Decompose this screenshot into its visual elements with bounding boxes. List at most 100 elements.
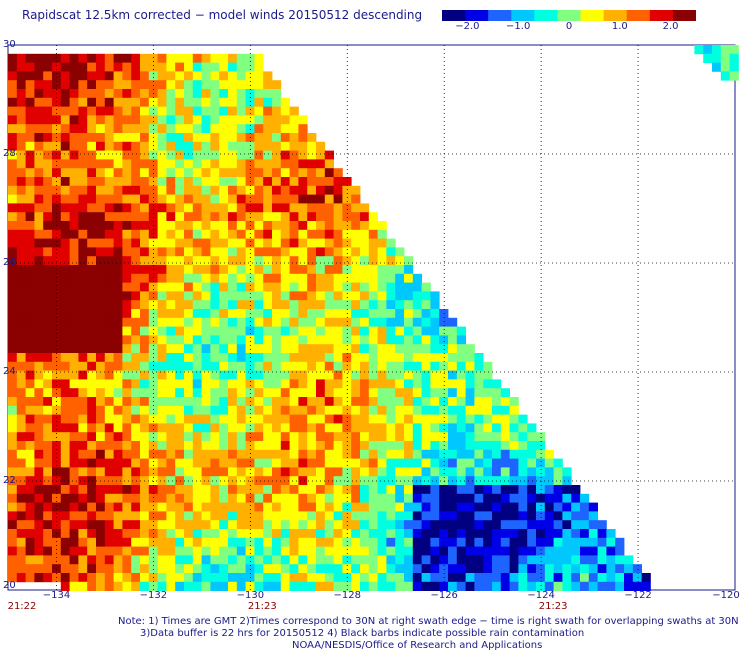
wind-difference-cell bbox=[96, 441, 106, 451]
wind-difference-cell bbox=[175, 423, 185, 433]
wind-difference-cell bbox=[228, 309, 238, 319]
wind-difference-cell bbox=[236, 124, 246, 134]
wind-difference-cell bbox=[43, 124, 53, 134]
wind-difference-cell bbox=[254, 291, 264, 301]
wind-difference-cell bbox=[25, 397, 35, 407]
wind-difference-cell bbox=[298, 502, 308, 512]
wind-difference-cell bbox=[404, 265, 414, 275]
wind-difference-cell bbox=[8, 80, 18, 90]
wind-difference-cell bbox=[430, 344, 440, 354]
wind-difference-cell bbox=[122, 326, 132, 336]
wind-difference-cell bbox=[316, 194, 326, 204]
wind-difference-cell bbox=[377, 353, 387, 363]
wind-difference-cell bbox=[360, 573, 370, 583]
wind-difference-cell bbox=[483, 423, 493, 433]
wind-difference-cell bbox=[34, 432, 44, 442]
wind-difference-cell bbox=[527, 529, 537, 539]
wind-difference-cell bbox=[395, 546, 405, 556]
wind-difference-cell bbox=[307, 361, 317, 371]
wind-difference-cell bbox=[377, 546, 387, 556]
wind-difference-cell bbox=[104, 344, 114, 354]
wind-difference-cell bbox=[280, 300, 290, 310]
wind-difference-cell bbox=[307, 168, 317, 178]
latitude-label: 20 bbox=[3, 580, 16, 591]
wind-difference-cell bbox=[60, 265, 70, 275]
wind-difference-cell bbox=[448, 573, 458, 583]
wind-difference-cell bbox=[245, 361, 255, 371]
wind-difference-cell bbox=[571, 502, 581, 512]
wind-difference-cell bbox=[60, 89, 70, 99]
wind-difference-cell bbox=[60, 71, 70, 81]
wind-difference-cell bbox=[96, 203, 106, 213]
wind-difference-cell bbox=[324, 423, 334, 433]
wind-difference-cell bbox=[140, 141, 150, 151]
wind-difference-cell bbox=[333, 520, 343, 530]
wind-difference-cell bbox=[113, 97, 123, 107]
wind-difference-cell bbox=[60, 229, 70, 239]
wind-difference-cell bbox=[562, 485, 572, 495]
wind-difference-cell bbox=[219, 476, 229, 486]
wind-difference-cell bbox=[351, 485, 361, 495]
wind-difference-cell bbox=[148, 62, 158, 72]
wind-difference-cell bbox=[351, 185, 361, 195]
wind-difference-cell bbox=[483, 379, 493, 389]
wind-difference-cell bbox=[324, 476, 334, 486]
wind-difference-cell bbox=[474, 537, 484, 547]
wind-difference-cell bbox=[69, 159, 79, 169]
wind-difference-cell bbox=[236, 168, 246, 178]
wind-difference-cell bbox=[597, 546, 607, 556]
wind-difference-cell bbox=[113, 432, 123, 442]
wind-difference-cell bbox=[25, 353, 35, 363]
wind-difference-cell bbox=[236, 282, 246, 292]
wind-difference-cell bbox=[122, 185, 132, 195]
wind-difference-cell bbox=[298, 458, 308, 468]
wind-difference-cell bbox=[342, 555, 352, 565]
wind-difference-cell bbox=[254, 353, 264, 363]
wind-difference-cell bbox=[8, 71, 18, 81]
wind-difference-cell bbox=[474, 511, 484, 521]
wind-difference-cell bbox=[448, 520, 458, 530]
wind-difference-cell bbox=[465, 432, 475, 442]
wind-difference-cell bbox=[16, 493, 26, 503]
wind-difference-cell bbox=[8, 379, 18, 389]
wind-difference-cell bbox=[500, 414, 510, 424]
wind-difference-cell bbox=[78, 168, 88, 178]
wind-difference-cell bbox=[571, 485, 581, 495]
wind-difference-cell bbox=[104, 432, 114, 442]
wind-difference-cell bbox=[474, 379, 484, 389]
wind-difference-cell bbox=[104, 71, 114, 81]
wind-difference-cell bbox=[298, 194, 308, 204]
wind-difference-cell bbox=[307, 564, 317, 574]
wind-difference-cell bbox=[52, 449, 62, 459]
wind-difference-cell bbox=[201, 203, 211, 213]
wind-difference-cell bbox=[140, 467, 150, 477]
wind-difference-cell bbox=[43, 159, 53, 169]
wind-difference-cell bbox=[34, 317, 44, 327]
wind-difference-cell bbox=[52, 502, 62, 512]
wind-difference-cell bbox=[8, 529, 18, 539]
wind-difference-cell bbox=[52, 335, 62, 345]
wind-difference-cell bbox=[360, 256, 370, 266]
wind-difference-cell bbox=[412, 485, 422, 495]
wind-difference-cell bbox=[439, 432, 449, 442]
wind-difference-cell bbox=[254, 115, 264, 125]
wind-difference-cell bbox=[8, 177, 18, 187]
wind-difference-cell bbox=[157, 168, 167, 178]
wind-difference-cell bbox=[52, 379, 62, 389]
wind-difference-cell bbox=[245, 185, 255, 195]
wind-difference-cell bbox=[280, 564, 290, 574]
wind-difference-cell bbox=[351, 555, 361, 565]
wind-difference-cell bbox=[25, 238, 35, 248]
wind-difference-cell bbox=[8, 62, 18, 72]
wind-difference-cell bbox=[43, 141, 53, 151]
wind-difference-cell bbox=[448, 326, 458, 336]
wind-difference-cell bbox=[228, 458, 238, 468]
wind-difference-cell bbox=[104, 502, 114, 512]
wind-difference-cell bbox=[263, 441, 273, 451]
wind-difference-cell bbox=[236, 203, 246, 213]
wind-difference-cell bbox=[536, 441, 546, 451]
wind-difference-cell bbox=[395, 573, 405, 583]
wind-difference-cell bbox=[148, 335, 158, 345]
wind-difference-cell bbox=[377, 467, 387, 477]
wind-difference-cell bbox=[140, 353, 150, 363]
